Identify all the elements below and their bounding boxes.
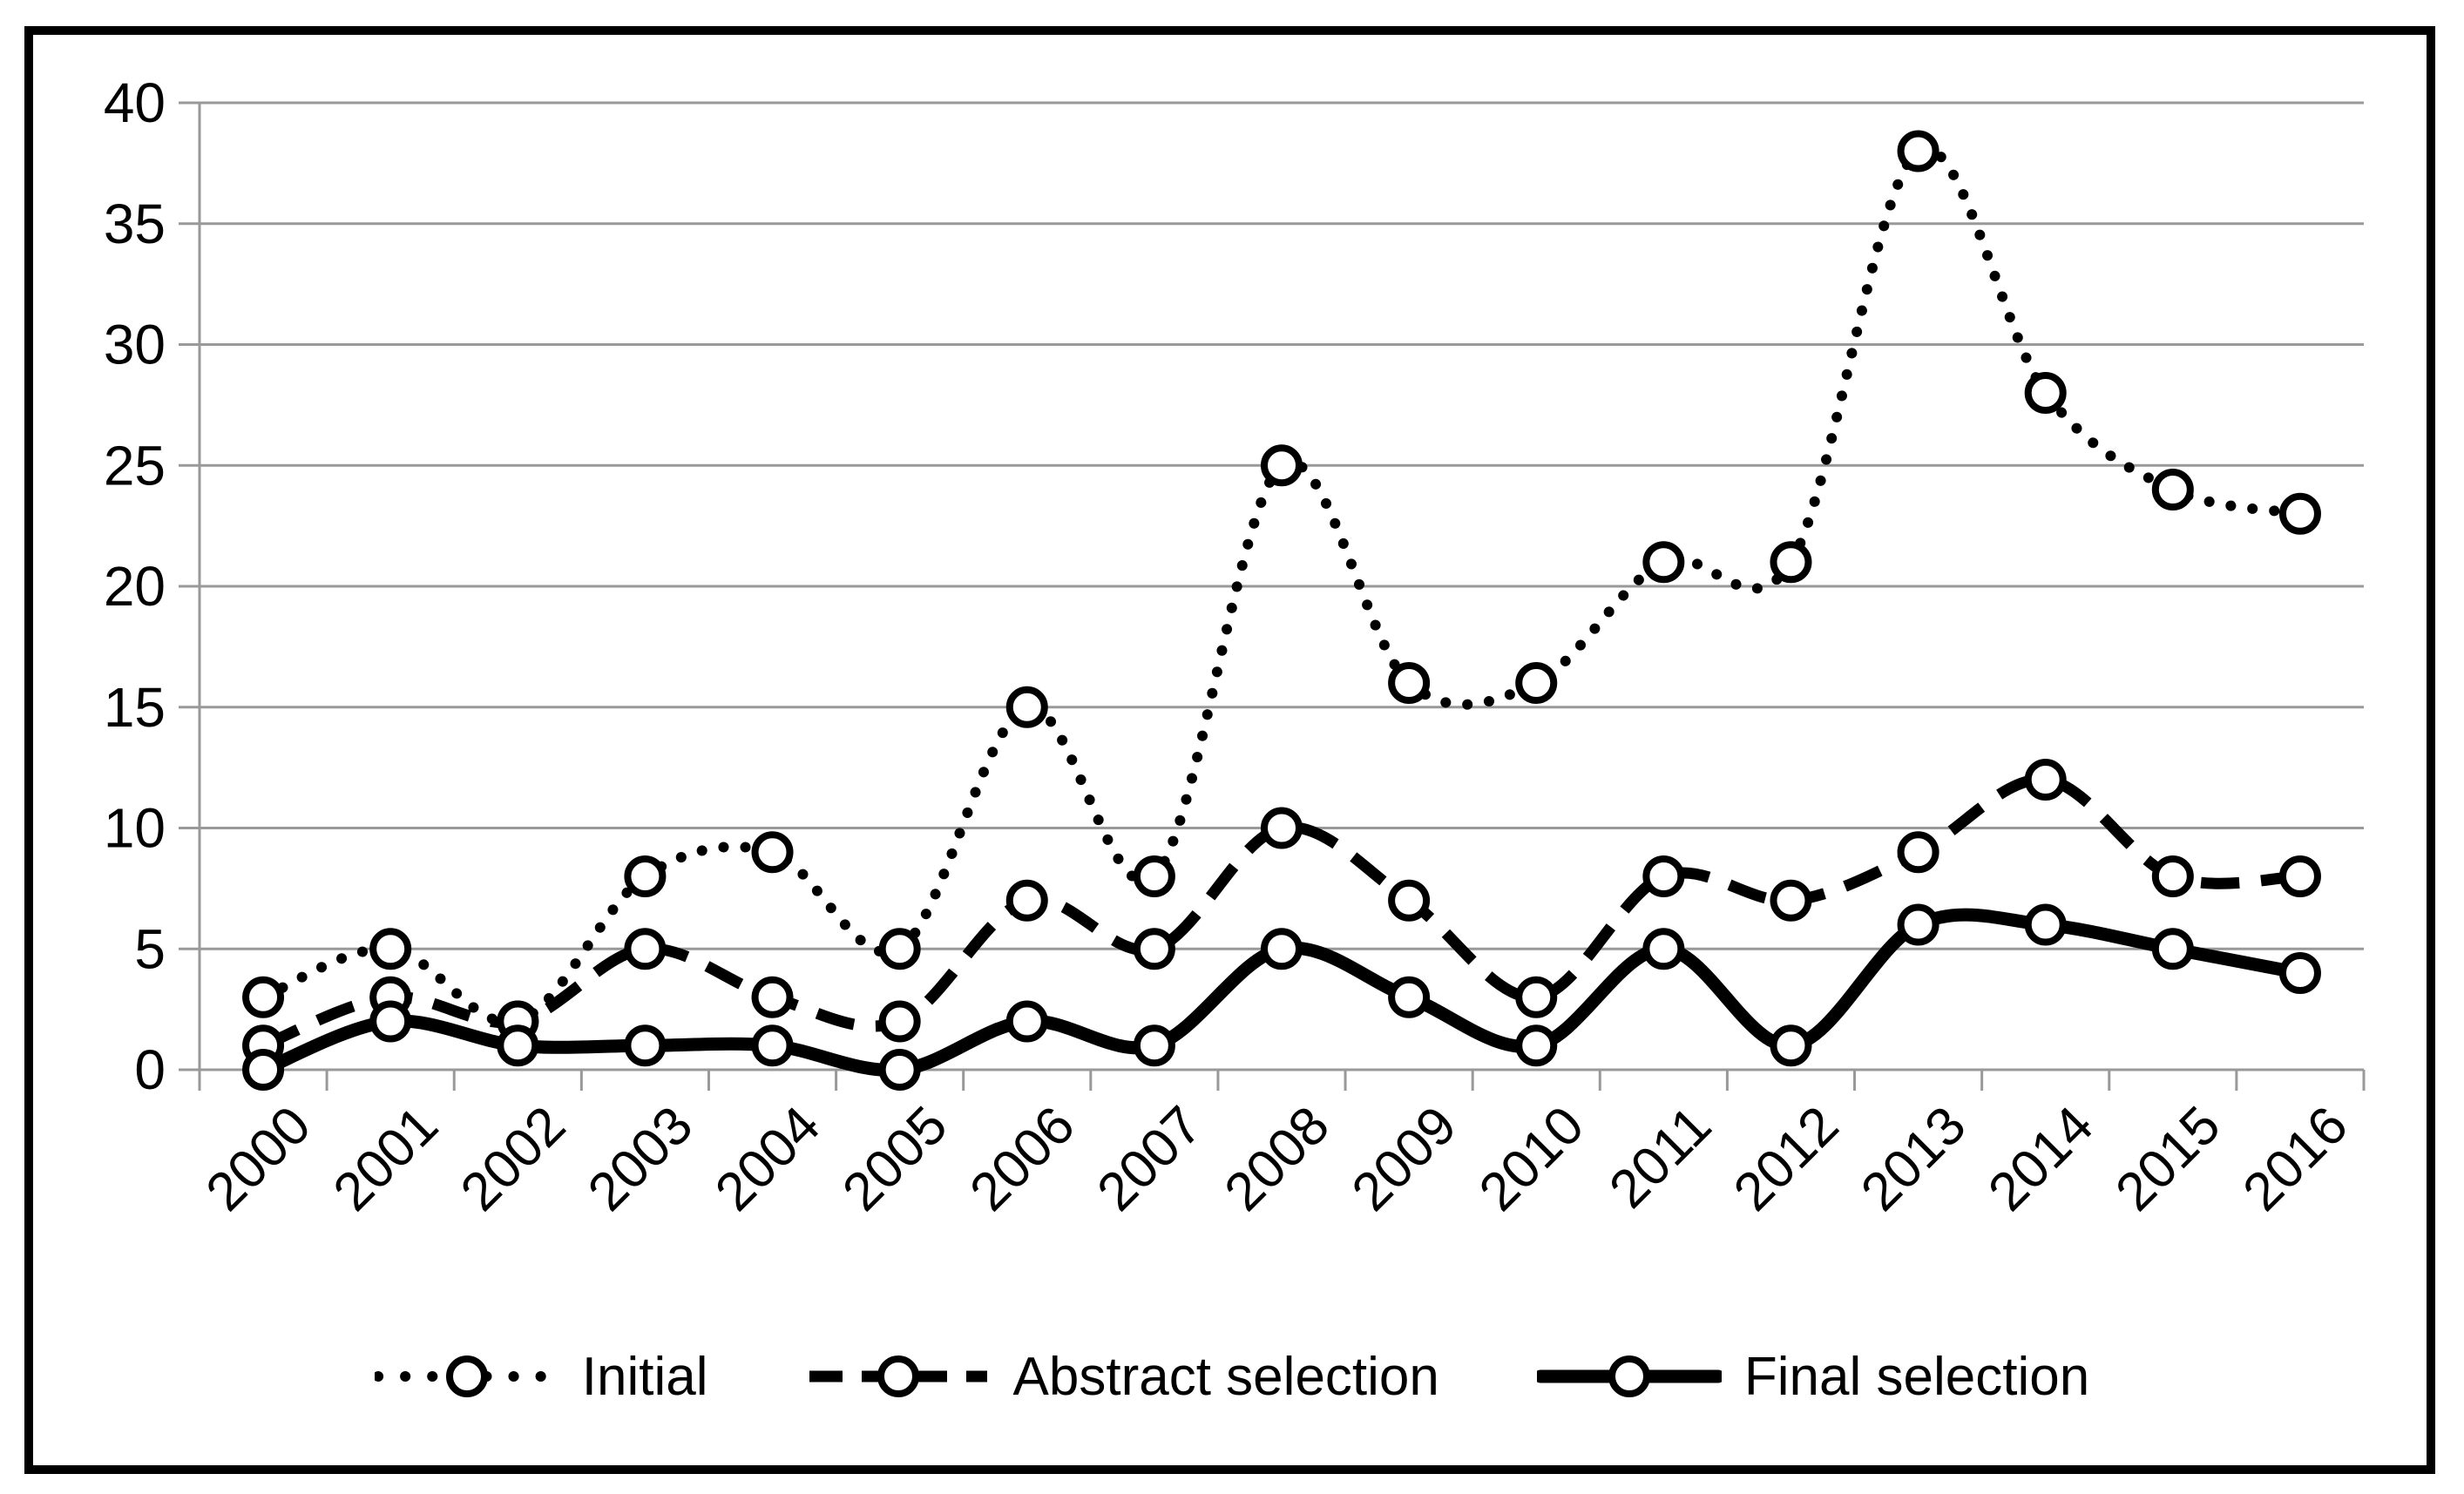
x-tick-label: 2015 xyxy=(2104,1095,2231,1222)
legend-label-final-selection: Final selection xyxy=(1743,1346,2090,1407)
data-point-marker-abstract-selection xyxy=(1770,879,1812,922)
data-point-marker-abstract-selection xyxy=(1515,976,1558,1018)
legend-item-final-selection: Final selection xyxy=(1536,1340,2090,1413)
data-point-marker-final-selection xyxy=(369,1000,412,1043)
y-tick-label: 40 xyxy=(104,71,166,134)
data-point-marker-initial xyxy=(1388,662,1431,704)
data-point-marker-abstract-selection xyxy=(1133,928,1175,970)
y-tick-label: 35 xyxy=(104,193,166,255)
data-point-marker-final-selection xyxy=(242,1049,285,1091)
data-point-marker-abstract-selection xyxy=(1642,855,1685,897)
x-axis-labels: 2000 2001 2002 2003 2004 2005 2006 2007 2008 2009… xyxy=(195,1095,2359,1222)
data-point-marker-initial xyxy=(751,831,794,874)
x-tick-label: 2013 xyxy=(1850,1095,1977,1222)
data-point-marker-final-selection xyxy=(1005,1000,1048,1043)
data-point-marker-abstract-selection xyxy=(2278,855,2321,897)
data-point-marker-abstract-selection xyxy=(2024,759,2067,801)
data-point-marker-abstract-selection xyxy=(878,1000,921,1043)
y-tick-label: 25 xyxy=(104,434,166,497)
data-point-marker-final-selection xyxy=(497,1024,539,1067)
x-tick-label: 2004 xyxy=(704,1095,831,1222)
x-tick-label: 2000 xyxy=(195,1095,322,1222)
legend-label-initial: Initial xyxy=(581,1346,708,1407)
data-point-marker-final-selection xyxy=(751,1024,794,1067)
x-tick-label: 2002 xyxy=(450,1095,577,1222)
data-point-marker-final-selection xyxy=(624,1024,667,1067)
legend-sample-marker xyxy=(445,1355,488,1397)
series-markers-final-selection xyxy=(242,903,2321,1091)
data-point-marker-initial xyxy=(624,855,667,897)
y-tick-label: 15 xyxy=(104,676,166,739)
x-tick-label: 2012 xyxy=(1723,1095,1850,1222)
y-tick-label: 20 xyxy=(104,555,166,618)
x-tick-label: 2009 xyxy=(1341,1095,1468,1222)
data-point-marker-initial xyxy=(1133,855,1175,897)
x-tick-label: 2010 xyxy=(1468,1095,1595,1222)
data-point-marker-initial xyxy=(1515,662,1558,704)
data-point-marker-final-selection xyxy=(2024,903,2067,946)
data-point-marker-final-selection xyxy=(1642,928,1685,970)
x-tick-label: 2016 xyxy=(2232,1095,2359,1222)
series-markers-initial xyxy=(242,130,2321,1043)
data-point-marker-initial xyxy=(1897,130,1939,172)
data-point-marker-initial xyxy=(1005,686,1048,728)
x-tick-label: 2008 xyxy=(1214,1095,1341,1222)
data-point-marker-initial xyxy=(2024,372,2067,414)
data-point-marker-final-selection xyxy=(878,1049,921,1091)
x-tick-label: 2011 xyxy=(1598,1095,1723,1220)
legend-sample-marker xyxy=(1608,1355,1650,1397)
data-point-marker-initial xyxy=(242,976,285,1018)
data-point-marker-final-selection xyxy=(2151,928,2194,970)
data-point-marker-abstract-selection xyxy=(1261,807,1303,849)
data-point-marker-abstract-selection xyxy=(751,976,794,1018)
data-point-marker-abstract-selection xyxy=(1005,879,1048,922)
legend-sample-marker xyxy=(877,1355,919,1397)
y-tick-label: 5 xyxy=(134,917,166,980)
data-point-marker-final-selection xyxy=(1133,1024,1175,1067)
legend-sample-initial-dotted-line xyxy=(374,1355,559,1397)
data-point-marker-initial xyxy=(1642,541,1685,584)
x-tick-label: 2006 xyxy=(958,1095,1086,1222)
x-tick-label: 2005 xyxy=(831,1095,958,1222)
x-tick-label: 2001 xyxy=(322,1095,450,1222)
legend-item-initial: Initial xyxy=(374,1340,708,1413)
x-tick-label: 2003 xyxy=(577,1095,704,1222)
legend-item-abstract-selection: Abstract selection xyxy=(806,1340,1439,1413)
y-tick-label: 10 xyxy=(104,797,166,860)
data-point-marker-final-selection xyxy=(2278,952,2321,994)
y-axis-labels: 0 5 10 15 20 25 30 35 40 xyxy=(104,71,166,1101)
data-point-marker-abstract-selection xyxy=(1388,879,1431,922)
legend-sample-final-solid-line xyxy=(1536,1355,1722,1397)
data-point-marker-final-selection xyxy=(1261,928,1303,970)
data-point-marker-final-selection xyxy=(1770,1024,1812,1067)
data-point-marker-initial xyxy=(1770,541,1812,584)
data-point-marker-initial xyxy=(2151,469,2194,510)
data-point-marker-initial xyxy=(2278,492,2321,535)
x-axis-ticks xyxy=(198,1070,2366,1091)
data-point-marker-final-selection xyxy=(1515,1024,1558,1067)
data-point-marker-abstract-selection xyxy=(2151,855,2194,897)
legend-label-abstract-selection: Abstract selection xyxy=(1012,1346,1439,1407)
data-point-marker-final-selection xyxy=(1897,903,1939,946)
y-tick-label: 0 xyxy=(134,1038,166,1101)
data-point-marker-initial xyxy=(369,928,412,970)
legend: Initial Abstract selection Final selecti… xyxy=(35,1331,2429,1422)
legend-sample-abstract-dashed-line xyxy=(809,1355,987,1397)
data-point-marker-abstract-selection xyxy=(624,928,667,970)
data-point-marker-initial xyxy=(878,928,921,970)
chart-frame-border xyxy=(24,26,2435,1474)
data-point-marker-initial xyxy=(1261,444,1303,487)
data-point-marker-abstract-selection xyxy=(1897,831,1939,874)
x-tick-label: 2007 xyxy=(1086,1095,1213,1222)
data-point-marker-final-selection xyxy=(1388,976,1431,1018)
y-tick-label: 30 xyxy=(104,314,166,376)
x-tick-label: 2014 xyxy=(1977,1095,2104,1222)
